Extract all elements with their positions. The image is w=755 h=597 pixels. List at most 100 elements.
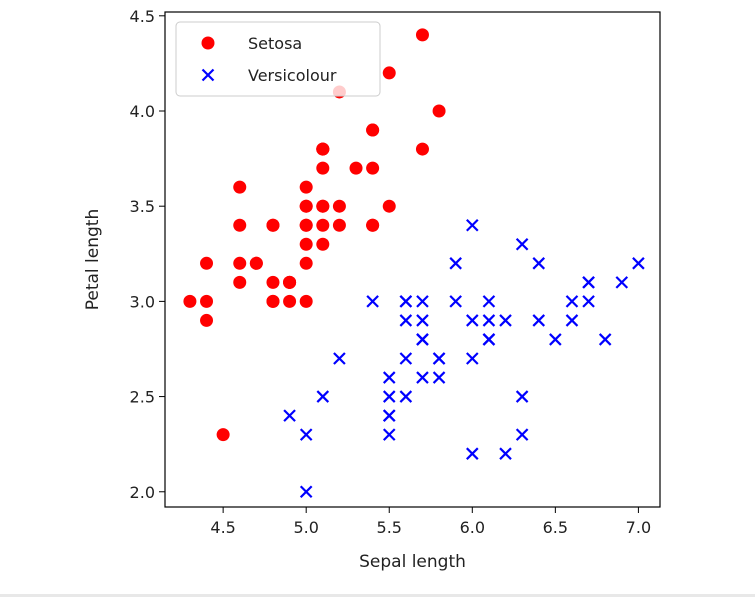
point-versicolour	[466, 314, 479, 327]
point-setosa	[316, 237, 330, 251]
legend-marker-glyph	[201, 36, 215, 50]
x-tick-label: 5.0	[293, 518, 318, 537]
point-versicolour	[283, 409, 296, 422]
point-versicolour	[449, 257, 462, 270]
legend: Setosa Versicolour	[175, 21, 381, 97]
axis-ticks: 4.5 5.0 5.5 6.0 6.5 7.0 2.0 2.5 3.0 3.5 4.0 4.5	[130, 7, 652, 537]
point-setosa	[366, 123, 380, 137]
point-versicolour	[565, 314, 579, 327]
point-versicolour	[449, 295, 462, 308]
point-versicolour	[466, 352, 479, 365]
point-setosa	[316, 199, 330, 213]
point-versicolour	[582, 295, 595, 308]
legend-marker-versicolour	[201, 68, 215, 82]
point-setosa	[266, 275, 280, 289]
point-setosa	[316, 142, 330, 156]
point-versicolour	[482, 314, 496, 327]
legend-marker-setosa	[201, 36, 215, 50]
point-setosa	[299, 237, 313, 251]
point-setosa	[366, 218, 380, 232]
point-versicolour	[316, 390, 330, 403]
legend-box	[175, 21, 381, 97]
y-tick-label: 4.0	[130, 102, 155, 121]
point-versicolour	[399, 390, 413, 403]
point-versicolour	[532, 257, 546, 270]
point-versicolour	[582, 276, 595, 289]
point-versicolour	[466, 447, 479, 460]
point-setosa	[366, 161, 380, 175]
point-setosa	[266, 218, 280, 232]
y-axis-label: Petal length	[83, 209, 103, 311]
point-versicolour	[499, 447, 512, 460]
legend-label-setosa: Setosa	[248, 34, 302, 53]
plot-area-frame	[164, 11, 661, 508]
point-setosa	[415, 142, 429, 156]
x-tick-label: 4.5	[210, 518, 235, 537]
point-versicolour	[482, 295, 496, 308]
point-versicolour	[382, 428, 396, 441]
point-versicolour	[482, 333, 496, 346]
legend-marker-glyph	[201, 68, 215, 82]
point-versicolour	[416, 333, 429, 346]
point-setosa	[266, 294, 280, 308]
point-setosa	[283, 294, 297, 308]
point-setosa	[283, 275, 297, 289]
point-versicolour	[532, 314, 546, 327]
point-versicolour	[565, 295, 579, 308]
point-setosa	[249, 256, 263, 270]
point-setosa	[183, 294, 197, 308]
point-setosa	[233, 218, 247, 232]
point-setosa	[349, 161, 363, 175]
point-versicolour	[615, 276, 629, 289]
point-setosa	[299, 256, 313, 270]
point-versicolour	[416, 371, 429, 384]
point-versicolour	[598, 333, 612, 346]
y-tick-label: 4.5	[130, 7, 155, 26]
x-tick-label: 7.0	[626, 518, 651, 537]
point-setosa	[299, 294, 313, 308]
y-tick-label: 3.5	[130, 197, 155, 216]
point-versicolour	[382, 409, 396, 422]
bottom-border	[0, 594, 755, 597]
point-versicolour	[333, 352, 346, 365]
point-setosa	[233, 275, 247, 289]
point-versicolour	[515, 390, 529, 403]
point-versicolour	[366, 295, 379, 308]
point-versicolour	[399, 352, 413, 365]
point-setosa	[382, 66, 396, 80]
point-versicolour	[515, 428, 529, 441]
legend-label-versicolour: Versicolour	[248, 66, 337, 85]
point-versicolour	[416, 314, 429, 327]
point-setosa	[299, 218, 313, 232]
point-setosa	[216, 428, 230, 442]
point-versicolour	[299, 485, 313, 499]
point-versicolour	[382, 371, 396, 384]
data-points	[183, 28, 645, 499]
point-setosa	[382, 199, 396, 213]
y-tick-label: 3.0	[130, 292, 155, 311]
point-setosa	[316, 161, 330, 175]
point-versicolour	[399, 314, 413, 327]
point-setosa	[332, 218, 346, 232]
point-versicolour	[416, 295, 429, 308]
point-versicolour	[549, 333, 562, 346]
point-versicolour	[515, 237, 529, 251]
x-axis-label: Sepal length	[359, 552, 466, 572]
y-tick-label: 2.0	[130, 483, 155, 502]
point-versicolour	[632, 257, 645, 270]
point-setosa	[200, 256, 214, 270]
point-setosa	[233, 256, 247, 270]
x-tick-label: 6.5	[543, 518, 568, 537]
point-setosa	[332, 199, 346, 213]
point-versicolour	[432, 352, 446, 365]
point-setosa	[316, 218, 330, 232]
point-setosa	[200, 294, 214, 308]
point-setosa	[415, 28, 429, 42]
point-versicolour	[499, 314, 512, 327]
point-setosa	[299, 180, 313, 194]
point-setosa	[200, 313, 214, 327]
point-versicolour	[382, 390, 396, 403]
y-tick-label: 2.5	[130, 388, 155, 407]
x-tick-label: 6.0	[460, 518, 485, 537]
